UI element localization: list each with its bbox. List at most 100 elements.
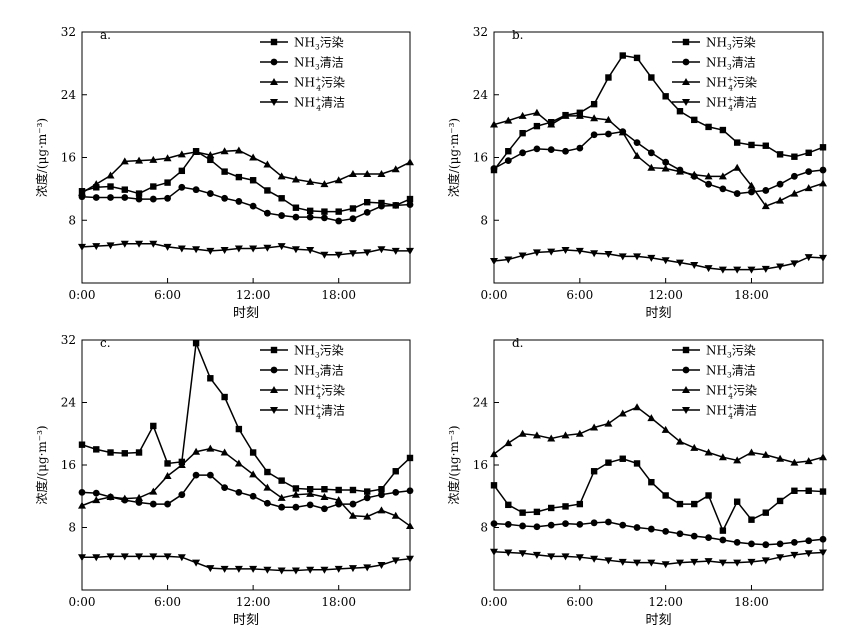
data-point (718, 266, 727, 274)
y-tick-label: 32 (473, 25, 488, 39)
data-point (150, 422, 157, 430)
data-point (120, 494, 129, 502)
series-line (81, 243, 410, 256)
data-point (590, 131, 598, 139)
data-point (533, 122, 541, 130)
data-point (178, 183, 186, 191)
data-point (364, 199, 371, 206)
data-point (207, 156, 214, 164)
data-point (605, 459, 612, 466)
series-line (493, 249, 824, 271)
data-point (776, 540, 784, 548)
data-point (106, 171, 115, 179)
data-point (533, 508, 541, 516)
data-point (249, 245, 258, 253)
data-point (618, 253, 627, 261)
legend-label: NH+ 4污染 (294, 75, 345, 93)
legend-label: NH+ 4清洁 (706, 403, 757, 421)
legend-label: NH3清洁 (294, 56, 344, 72)
legend-label: NH3污染 (294, 343, 344, 360)
data-point (805, 537, 813, 545)
legend-marker (270, 346, 278, 354)
data-point (163, 553, 172, 561)
data-point (406, 454, 414, 462)
data-point (121, 194, 129, 201)
data-point (306, 486, 314, 493)
legend-item: NH3清洁 (672, 56, 756, 72)
data-point (135, 195, 143, 203)
data-point (804, 254, 813, 262)
data-point (575, 247, 584, 255)
data-point (348, 250, 357, 258)
data-point (747, 558, 756, 566)
data-point (733, 190, 741, 197)
series-line (81, 474, 411, 510)
data-point (349, 205, 357, 212)
data-point (391, 165, 400, 173)
data-point (192, 339, 200, 347)
data-point (277, 567, 286, 575)
x-tick-label: 18:00 (734, 595, 769, 609)
x-tick-label: 6:00 (154, 595, 181, 609)
data-point (676, 500, 684, 508)
y-tick-label: 8 (68, 213, 76, 227)
data-point (647, 254, 656, 262)
legend-item: NH+ 4清洁 (672, 403, 757, 421)
data-point (819, 488, 827, 495)
data-point (206, 151, 215, 159)
legend-item: NH3污染 (260, 343, 344, 360)
data-point (633, 151, 642, 159)
data-point (149, 487, 158, 495)
data-point (662, 158, 670, 166)
data-point (619, 521, 627, 529)
data-point (819, 144, 827, 151)
data-point (547, 434, 556, 442)
legend-item: NH+ 4污染 (672, 383, 757, 401)
data-point (776, 196, 785, 204)
legend-label: NH+ 4清洁 (294, 95, 345, 113)
data-point (733, 538, 741, 546)
y-tick-label: 24 (61, 88, 77, 102)
plot-frame (493, 339, 824, 591)
data-point (348, 511, 357, 519)
data-point (249, 565, 258, 573)
data-point (532, 431, 541, 439)
x-axis-label: 时刻 (233, 613, 259, 628)
legend-item: NH3污染 (672, 35, 756, 52)
legend-marker (682, 346, 690, 354)
data-point (363, 512, 372, 520)
series-line (81, 186, 411, 222)
data-point (590, 468, 598, 475)
data-point (278, 477, 285, 484)
x-tick-label: 0:00 (481, 288, 508, 302)
data-point (306, 501, 314, 509)
series-line (493, 406, 824, 464)
legend-item: NH3污染 (260, 35, 344, 52)
legend-marker (682, 38, 690, 46)
series-0 (490, 52, 827, 174)
data-point (321, 214, 328, 222)
y-tick-label: 32 (61, 25, 76, 39)
data-point (163, 471, 172, 479)
x-tick-label: 12:00 (648, 595, 683, 609)
legend-label: NH3清洁 (706, 56, 756, 72)
data-point (648, 74, 655, 81)
data-point (504, 116, 513, 124)
series-line (493, 521, 824, 546)
data-point (704, 558, 713, 566)
data-point (762, 541, 770, 549)
data-point (518, 550, 527, 558)
data-point (177, 461, 186, 468)
data-point (691, 500, 698, 508)
data-point (704, 448, 713, 456)
data-point (363, 169, 372, 177)
series-line (493, 130, 824, 195)
data-point (406, 158, 414, 166)
data-point (662, 93, 669, 100)
data-point (776, 151, 784, 158)
x-tick-label: 18:00 (321, 288, 356, 302)
data-point (78, 488, 86, 496)
data-point (618, 128, 627, 136)
data-point (78, 243, 86, 251)
series-0 (78, 339, 414, 495)
